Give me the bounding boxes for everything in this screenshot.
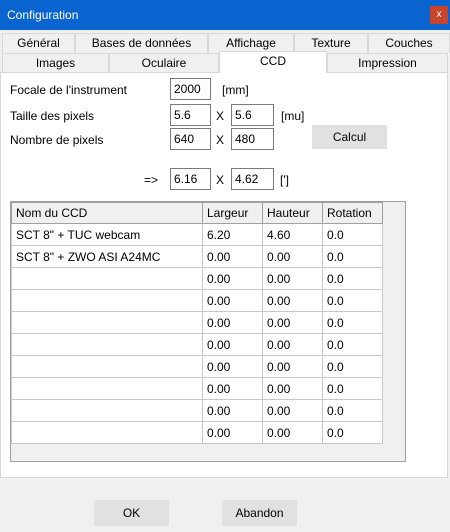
table-cell[interactable] [11, 377, 203, 400]
ok-button[interactable]: OK [94, 500, 169, 526]
tab-couches[interactable]: Couches [368, 33, 450, 53]
pixel-count-y-input[interactable]: 480 [231, 128, 274, 150]
tab-texture[interactable]: Texture [294, 33, 368, 53]
table-cell[interactable]: 0.00 [262, 421, 323, 444]
table-cell[interactable]: 0.0 [322, 289, 383, 312]
table-cell[interactable]: 0.0 [322, 399, 383, 422]
table-cell[interactable]: 0.00 [262, 289, 323, 312]
window-title: Configuration [7, 8, 79, 22]
table-row[interactable]: SCT 8" + TUC webcam 6.20 4.60 0.0 [11, 223, 383, 246]
table-cell[interactable] [11, 267, 203, 290]
tab-affichage[interactable]: Affichage [208, 33, 294, 53]
table-cell[interactable]: SCT 8" + ZWO ASI A24MC [11, 245, 203, 268]
table-cell[interactable] [11, 399, 203, 422]
pixel-count-label: Nombre de pixels [10, 133, 104, 147]
table-cell[interactable] [11, 355, 203, 378]
pixel-size-label: Taille des pixels [10, 109, 95, 123]
tab-oculaire[interactable]: Oculaire [109, 53, 219, 73]
table-cell[interactable]: 0.00 [262, 311, 323, 334]
table-cell[interactable]: SCT 8" + TUC webcam [11, 223, 203, 246]
times-sign: X [216, 173, 225, 187]
table-row[interactable]: 0.00 0.00 0.0 [11, 421, 383, 444]
table-cell[interactable]: 0.00 [262, 333, 323, 356]
table-cell[interactable]: 0.0 [322, 421, 383, 444]
calcul-button[interactable]: Calcul [312, 125, 387, 149]
table-cell[interactable]: 0.00 [202, 377, 263, 400]
column-header[interactable]: Largeur [202, 202, 263, 224]
table-cell[interactable]: 0.00 [262, 399, 323, 422]
result-y-field[interactable]: 4.62 [231, 168, 274, 190]
result-arrow: => [144, 173, 159, 187]
table-cell[interactable]: 0.00 [202, 421, 263, 444]
table-cell[interactable]: 6.20 [202, 223, 263, 246]
tab-bases-de-donnees[interactable]: Bases de données [75, 33, 208, 53]
times-sign: X [216, 109, 225, 123]
tab-impression[interactable]: Impression [327, 53, 448, 73]
result-x-field[interactable]: 6.16 [170, 168, 211, 190]
focal-unit: [mm] [222, 83, 249, 97]
table-cell[interactable] [11, 333, 203, 356]
table-cell[interactable] [11, 311, 203, 334]
table-cell[interactable]: 0.00 [262, 245, 323, 268]
ccd-table[interactable]: Nom du CCD Largeur Hauteur Rotation SCT … [10, 201, 406, 462]
pixel-size-x-input[interactable]: 5.6 [170, 104, 211, 126]
table-cell[interactable]: 0.0 [322, 245, 383, 268]
table-cell[interactable]: 0.0 [322, 267, 383, 290]
table-cell[interactable]: 0.00 [202, 333, 263, 356]
table-cell[interactable]: 0.00 [202, 399, 263, 422]
table-row[interactable]: 0.00 0.00 0.0 [11, 355, 383, 378]
times-sign: X [216, 133, 225, 147]
table-header-row: Nom du CCD Largeur Hauteur Rotation [11, 202, 383, 224]
table-row[interactable]: 0.00 0.00 0.0 [11, 377, 383, 400]
column-header[interactable]: Hauteur [262, 202, 323, 224]
table-cell[interactable]: 0.00 [262, 267, 323, 290]
table-cell[interactable]: 0.0 [322, 223, 383, 246]
pixel-size-y-input[interactable]: 5.6 [231, 104, 274, 126]
table-row[interactable]: 0.00 0.00 0.0 [11, 289, 383, 312]
table-cell[interactable]: 0.00 [262, 355, 323, 378]
focal-input[interactable]: 2000 [170, 78, 211, 100]
table-cell[interactable]: 0.0 [322, 311, 383, 334]
table-cell[interactable]: 0.00 [202, 267, 263, 290]
table-cell[interactable]: 0.0 [322, 355, 383, 378]
table-cell[interactable]: 0.00 [202, 245, 263, 268]
table-cell[interactable]: 0.0 [322, 377, 383, 400]
table-row[interactable]: 0.00 0.00 0.0 [11, 311, 383, 334]
table-cell[interactable]: 4.60 [262, 223, 323, 246]
tab-general[interactable]: Général [2, 33, 75, 53]
pixel-count-x-input[interactable]: 640 [170, 128, 211, 150]
table-cell[interactable] [11, 421, 203, 444]
tab-ccd[interactable]: CCD [219, 51, 327, 73]
table-row[interactable]: 0.00 0.00 0.0 [11, 399, 383, 422]
table-cell[interactable]: 0.0 [322, 333, 383, 356]
title-bar: Configuration x [0, 0, 450, 30]
close-button[interactable]: x [430, 6, 448, 24]
table-row[interactable]: 0.00 0.00 0.0 [11, 333, 383, 356]
table-cell[interactable]: 0.00 [202, 355, 263, 378]
column-header[interactable]: Nom du CCD [11, 202, 203, 224]
table-cell[interactable]: 0.00 [262, 377, 323, 400]
result-unit: ['] [280, 173, 289, 187]
table-cell[interactable]: 0.00 [202, 311, 263, 334]
table-row[interactable]: SCT 8" + ZWO ASI A24MC 0.00 0.00 0.0 [11, 245, 383, 268]
tab-images[interactable]: Images [2, 53, 109, 73]
table-cell[interactable]: 0.00 [202, 289, 263, 312]
column-header[interactable]: Rotation [322, 202, 383, 224]
focal-label: Focale de l'instrument [10, 83, 128, 97]
pixel-size-unit: [mu] [281, 109, 305, 123]
abandon-button[interactable]: Abandon [222, 500, 297, 526]
table-cell[interactable] [11, 289, 203, 312]
table-row[interactable]: 0.00 0.00 0.0 [11, 267, 383, 290]
